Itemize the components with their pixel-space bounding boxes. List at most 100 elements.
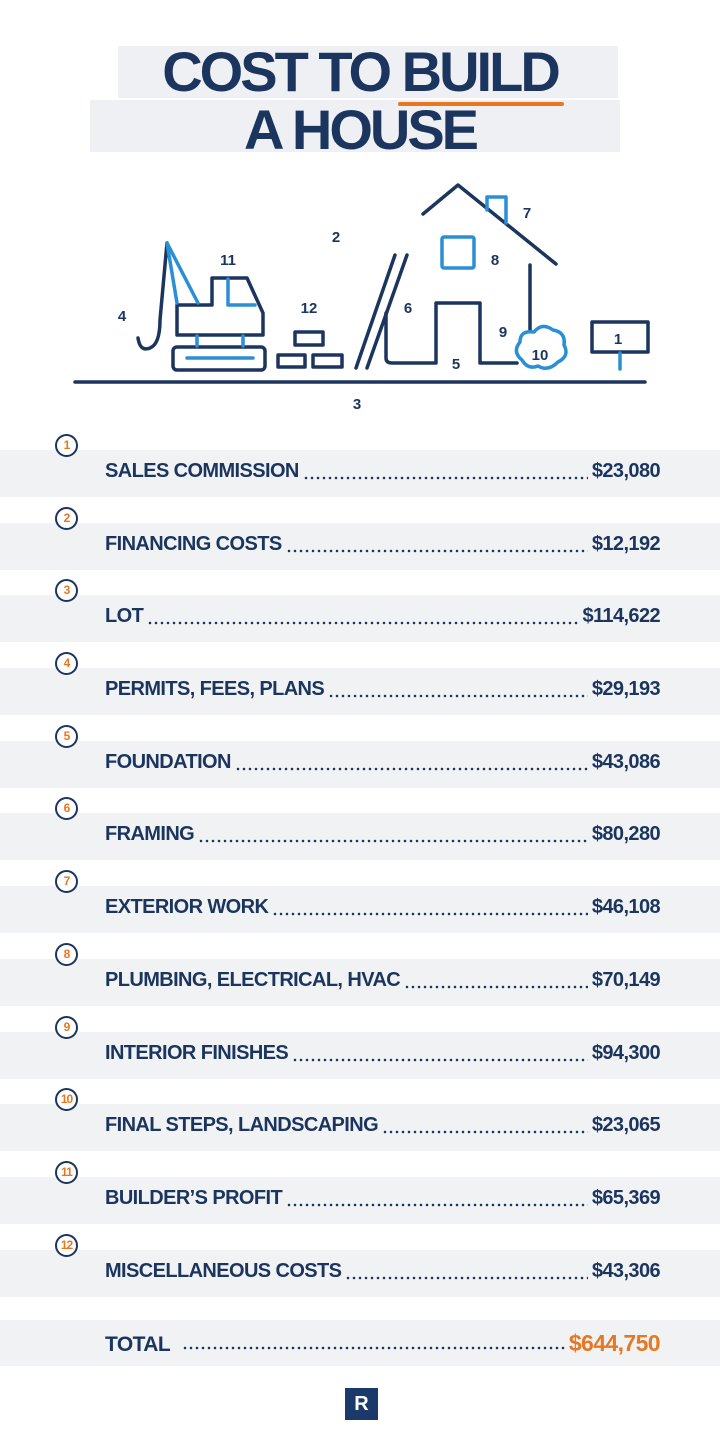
item-line: PLUMBING, ELECTRICAL, HVAC $70,149 bbox=[105, 968, 661, 995]
crane-boom bbox=[165, 241, 200, 305]
row-band bbox=[0, 813, 720, 861]
row-band bbox=[0, 595, 720, 643]
label-3: 3 bbox=[353, 396, 361, 413]
dot-leader bbox=[404, 984, 588, 989]
item-value: $12,192 bbox=[591, 532, 661, 555]
brick bbox=[311, 353, 344, 369]
dot-leader bbox=[285, 548, 588, 553]
cost-item-row: 2 FINANCING COSTS $12,192 bbox=[0, 505, 720, 578]
item-line: EXTERIOR WORK $46,108 bbox=[105, 896, 661, 922]
row-band bbox=[0, 522, 720, 570]
dot-leader bbox=[272, 912, 588, 917]
label-5: 5 bbox=[452, 356, 460, 373]
item-number-badge: 1 bbox=[55, 434, 78, 457]
item-label: FOUNDATION bbox=[105, 750, 231, 773]
crane-boom bbox=[165, 241, 179, 305]
dot-leader bbox=[286, 1202, 588, 1207]
item-label: LOT bbox=[105, 605, 144, 628]
cost-list: 1 SALES COMMISSION $23,080 2 FINANCING COSTS… bbox=[0, 432, 720, 1377]
cost-item-row: 4 PERMITS, FEES, PLANS $29,193 bbox=[0, 650, 720, 723]
window bbox=[440, 235, 476, 270]
label-10: 10 bbox=[532, 347, 549, 364]
row-band bbox=[0, 1104, 720, 1152]
item-value: $70,149 bbox=[591, 968, 661, 991]
total-label: TOTAL bbox=[105, 1333, 171, 1357]
title-line-2: A HOUSE bbox=[243, 98, 479, 161]
row-band bbox=[0, 450, 720, 497]
item-value: $23,065 bbox=[591, 1114, 661, 1137]
item-line: FRAMING $80,280 bbox=[105, 823, 661, 849]
item-number-badge: 3 bbox=[55, 579, 78, 603]
item-value: $29,193 bbox=[591, 678, 661, 701]
item-number-badge: 9 bbox=[55, 1015, 78, 1039]
title-line-1: COST TO BUILD bbox=[0, 44, 720, 100]
label-7: 7 bbox=[523, 205, 531, 222]
item-line: BUILDER’S PROFIT $65,369 bbox=[105, 1186, 661, 1213]
brick bbox=[293, 330, 325, 347]
label-2: 2 bbox=[332, 229, 340, 246]
brick bbox=[276, 353, 307, 369]
item-label: FINANCING COSTS bbox=[105, 532, 282, 555]
total-line: TOTAL $644,750 bbox=[105, 1330, 661, 1357]
item-number-badge: 10 bbox=[55, 1088, 78, 1112]
item-number-badge: 2 bbox=[55, 506, 78, 530]
hook-icon bbox=[136, 241, 169, 351]
row-band bbox=[0, 958, 720, 1006]
item-value: $80,280 bbox=[591, 823, 661, 846]
item-number-badge: 4 bbox=[55, 652, 78, 676]
item-value: $43,306 bbox=[591, 1259, 661, 1282]
label-6: 6 bbox=[404, 300, 412, 317]
house-wall-and-door bbox=[384, 301, 519, 365]
cost-item-row: 7 EXTERIOR WORK $46,108 bbox=[0, 868, 720, 941]
item-label: FINAL STEPS, LANDSCAPING bbox=[105, 1114, 379, 1137]
dot-leader bbox=[328, 694, 588, 699]
row-band bbox=[0, 1031, 720, 1079]
item-label: PLUMBING, ELECTRICAL, HVAC bbox=[105, 968, 401, 991]
item-line: INTERIOR FINISHES $94,300 bbox=[105, 1041, 661, 1068]
item-number-badge: 11 bbox=[55, 1160, 78, 1184]
item-value: $94,300 bbox=[591, 1041, 661, 1064]
cost-item-row: 3 LOT $114,622 bbox=[0, 577, 720, 650]
cost-item-row: 12 MISCELLANEOUS COSTS $43,306 bbox=[0, 1232, 720, 1305]
row-band bbox=[0, 740, 720, 788]
cost-item-row: 5 FOUNDATION $43,086 bbox=[0, 723, 720, 796]
row-band bbox=[0, 1176, 720, 1224]
item-value: $43,086 bbox=[591, 750, 661, 773]
title-text: COST TO bbox=[162, 40, 402, 103]
chimney bbox=[485, 195, 508, 225]
label-8: 8 bbox=[491, 252, 499, 269]
dot-leader bbox=[234, 766, 588, 771]
item-label: FRAMING bbox=[105, 823, 195, 846]
item-line: LOT $114,622 bbox=[105, 605, 661, 631]
item-line: FINAL STEPS, LANDSCAPING $23,065 bbox=[105, 1114, 661, 1140]
bush-icon bbox=[514, 324, 568, 370]
total-row: TOTAL $644,750 bbox=[0, 1304, 720, 1377]
item-label: BUILDER’S PROFIT bbox=[105, 1186, 283, 1209]
cost-item-row: 6 FRAMING $80,280 bbox=[0, 795, 720, 868]
cost-item-row: 8 PLUMBING, ELECTRICAL, HVAC $70,149 bbox=[0, 941, 720, 1014]
framing-plank bbox=[354, 253, 397, 370]
item-line: PERMITS, FEES, PLANS $29,193 bbox=[105, 678, 661, 704]
brand-logo: R bbox=[345, 1388, 378, 1420]
label-4: 4 bbox=[118, 308, 127, 325]
item-number-badge: 5 bbox=[55, 724, 78, 748]
total-value: $644,750 bbox=[568, 1330, 661, 1357]
cost-item-row: 11 BUILDER’S PROFIT $65,369 bbox=[0, 1159, 720, 1232]
item-label: MISCELLANEOUS COSTS bbox=[105, 1259, 342, 1282]
dot-leader bbox=[382, 1130, 588, 1135]
dot-leader bbox=[302, 476, 588, 480]
roof bbox=[421, 183, 558, 266]
item-value: $46,108 bbox=[591, 896, 661, 919]
item-number-badge: 12 bbox=[55, 1233, 78, 1257]
dot-leader bbox=[345, 1275, 588, 1280]
dot-leader bbox=[182, 1346, 565, 1351]
label-12: 12 bbox=[301, 300, 318, 317]
label-1: 1 bbox=[614, 331, 622, 348]
excavator-tracks bbox=[171, 345, 267, 372]
item-value: $114,622 bbox=[582, 605, 660, 628]
dot-leader bbox=[147, 621, 579, 626]
item-number-badge: 6 bbox=[55, 797, 78, 821]
framing-plank bbox=[365, 253, 409, 370]
row-band bbox=[0, 886, 720, 934]
excavator-body bbox=[175, 276, 265, 337]
